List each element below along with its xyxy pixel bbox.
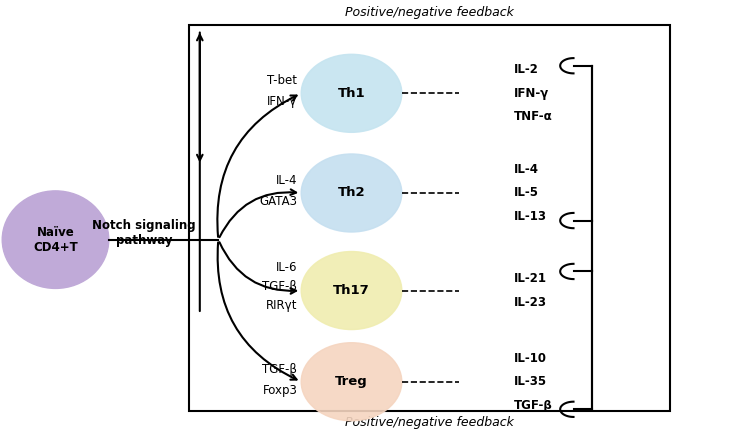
- Text: IL-13: IL-13: [514, 210, 548, 223]
- Text: IL-35: IL-35: [514, 375, 548, 388]
- Text: Foxp3: Foxp3: [263, 384, 297, 397]
- Text: IL-2: IL-2: [514, 63, 539, 76]
- Text: IL-4: IL-4: [276, 174, 297, 187]
- Bar: [189, 25, 670, 411]
- Text: TGF-β: TGF-β: [514, 399, 553, 411]
- Ellipse shape: [301, 154, 402, 232]
- Text: IL-21: IL-21: [514, 272, 548, 285]
- Text: Notch signaling
pathway: Notch signaling pathway: [92, 219, 196, 247]
- Text: GATA3: GATA3: [260, 195, 297, 208]
- Text: IFN-γ: IFN-γ: [267, 95, 297, 108]
- Text: TGF-β: TGF-β: [263, 363, 297, 375]
- Text: T-bet: T-bet: [267, 74, 297, 87]
- Ellipse shape: [301, 54, 402, 132]
- Text: Positive/negative feedback: Positive/negative feedback: [345, 6, 514, 19]
- Text: Naïve
CD4+T: Naïve CD4+T: [33, 226, 78, 254]
- Ellipse shape: [301, 343, 402, 421]
- Ellipse shape: [2, 191, 109, 288]
- Text: IFN-γ: IFN-γ: [514, 87, 549, 100]
- Text: TNF-α: TNF-α: [514, 110, 553, 123]
- Text: IL-5: IL-5: [514, 187, 539, 199]
- Text: TGF-β: TGF-β: [263, 280, 297, 293]
- Text: IL-10: IL-10: [514, 352, 548, 365]
- Text: Th17: Th17: [333, 284, 370, 297]
- Text: Th2: Th2: [337, 187, 366, 199]
- Text: RIRγt: RIRγt: [266, 299, 297, 312]
- Text: IL-4: IL-4: [514, 163, 539, 176]
- Text: IL-6: IL-6: [276, 261, 297, 274]
- Text: Treg: Treg: [335, 375, 368, 388]
- Text: IL-23: IL-23: [514, 296, 548, 309]
- Text: Th1: Th1: [337, 87, 366, 100]
- Text: Positive/negative feedback: Positive/negative feedback: [345, 416, 514, 429]
- Ellipse shape: [301, 251, 402, 329]
